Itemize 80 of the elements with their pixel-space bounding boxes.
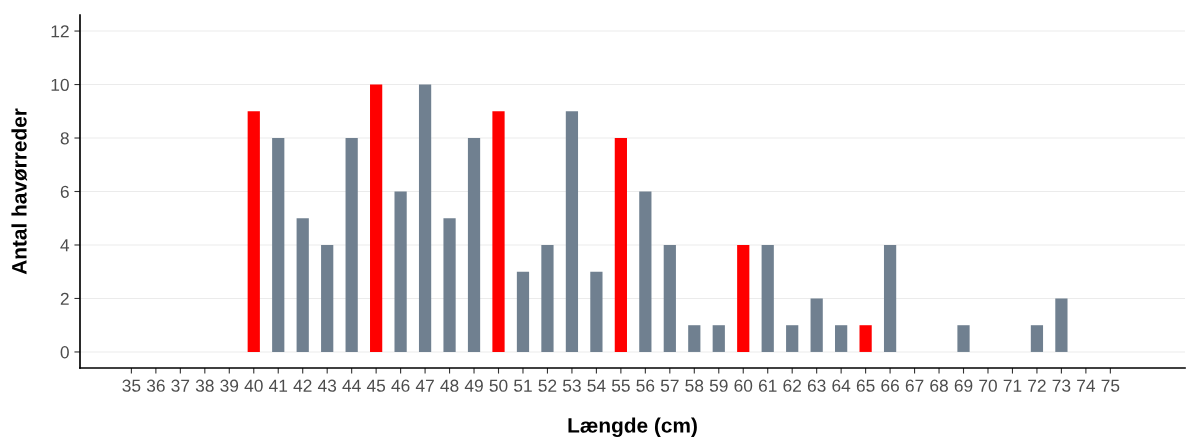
x-tick-label: 71	[1003, 379, 1022, 392]
bar	[639, 191, 652, 352]
bar	[394, 191, 407, 352]
x-tick-label: 73	[1052, 379, 1071, 392]
x-tick-label: 46	[391, 379, 410, 392]
x-tick-label: 63	[807, 379, 826, 392]
x-tick-label: 49	[464, 379, 483, 392]
x-tick-label: 47	[415, 379, 434, 392]
x-tick-label: 70	[979, 379, 997, 392]
bar	[443, 218, 456, 352]
y-tick-label: 6	[60, 185, 69, 198]
x-tick-label: 64	[832, 379, 851, 392]
y-tick-label: 12	[51, 25, 69, 38]
x-tick-label: 51	[514, 379, 532, 392]
x-tick-label: 43	[317, 379, 337, 392]
x-tick-label: 69	[954, 379, 973, 392]
x-tick-label: 35	[122, 379, 141, 392]
x-tick-label: 48	[440, 379, 459, 392]
bar	[663, 244, 676, 352]
bar	[688, 325, 701, 352]
bar	[1030, 325, 1044, 352]
bar	[296, 218, 309, 352]
x-tick-label: 75	[1101, 379, 1120, 392]
y-tick-label: 4	[60, 239, 70, 252]
bar	[418, 84, 432, 352]
bar	[492, 111, 505, 352]
bar	[957, 325, 970, 352]
y-tick-label: 0	[60, 346, 69, 359]
x-tick-label: 58	[685, 379, 704, 392]
x-tick-label: 74	[1077, 379, 1096, 392]
x-tick-label: 57	[660, 379, 679, 392]
bar	[247, 111, 260, 352]
y-axis-title: Antal havørreder	[11, 108, 28, 275]
x-tick-label: 54	[587, 379, 606, 392]
bar	[859, 325, 872, 352]
bar	[737, 244, 750, 352]
bar	[761, 244, 774, 352]
x-tick-label: 66	[881, 379, 899, 392]
x-tick-label: 65	[856, 379, 875, 392]
x-tick-label: 52	[538, 379, 557, 392]
bar	[786, 325, 799, 352]
x-tick-label: 42	[293, 379, 312, 392]
x-tick-label: 53	[562, 379, 581, 392]
y-tick-label: 2	[60, 292, 69, 305]
bar	[467, 138, 481, 352]
bar	[614, 138, 627, 352]
x-tick-label: 62	[783, 379, 801, 392]
x-tick-label: 50	[489, 379, 508, 392]
bar	[370, 84, 383, 352]
x-tick-label: 56	[636, 379, 655, 392]
x-tick-label: 38	[195, 379, 214, 392]
bar	[1055, 298, 1068, 352]
x-tick-label: 36	[146, 379, 165, 392]
y-tick-label: 8	[60, 132, 69, 145]
x-tick-label: 59	[709, 379, 728, 392]
x-tick-label: 41	[268, 379, 288, 392]
x-tick-label: 68	[930, 379, 948, 392]
x-tick-label: 55	[611, 379, 630, 392]
bar	[321, 244, 334, 352]
bar	[835, 325, 848, 352]
bar	[565, 111, 579, 352]
x-tick-label: 72	[1028, 379, 1046, 392]
x-tick-label: 45	[366, 379, 386, 392]
x-tick-label: 40	[244, 379, 263, 392]
x-tick-label: 44	[342, 379, 361, 392]
bar	[712, 325, 725, 352]
x-tick-label: 39	[220, 379, 239, 392]
x-tick-label: 60	[734, 379, 753, 392]
bar	[590, 271, 603, 352]
y-tick-label: 10	[51, 78, 69, 91]
bar	[345, 138, 358, 352]
bar	[883, 244, 897, 352]
bar	[516, 271, 530, 352]
bar	[541, 244, 554, 352]
x-axis-title: Længde (cm)	[568, 417, 697, 438]
x-tick-label: 67	[905, 379, 924, 392]
bar	[810, 298, 823, 352]
x-tick-label: 37	[171, 379, 190, 392]
x-tick-label: 61	[758, 379, 777, 392]
bar	[272, 138, 285, 352]
